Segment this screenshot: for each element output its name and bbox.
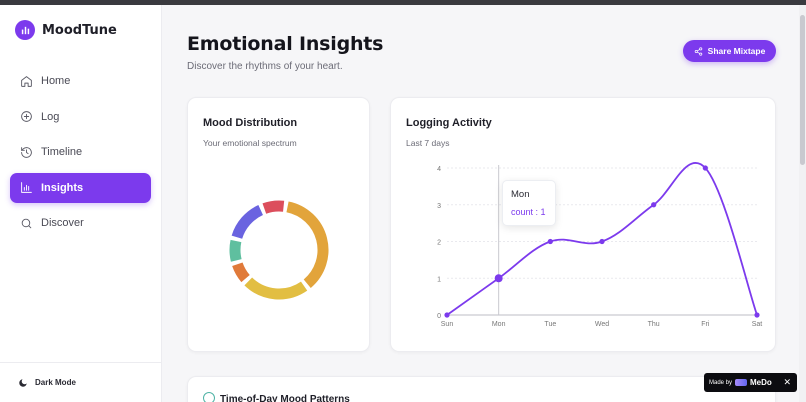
data-point [494, 274, 503, 283]
donut-slice [262, 200, 285, 214]
dark-mode-toggle[interactable]: Dark Mode [0, 362, 161, 402]
y-tick-label: 1 [437, 276, 441, 283]
data-point [599, 238, 605, 245]
sidebar-nav: Home Log Timeline Insights Discover [10, 66, 151, 244]
share-mixtape-label: Share Mixtape [707, 46, 766, 56]
x-tick-label: Fri [701, 321, 710, 328]
data-point [651, 202, 657, 208]
tooltip-label: Mon [511, 189, 530, 200]
sidebar-item-label: Log [41, 110, 60, 123]
history-icon [21, 146, 32, 158]
donut-slice [232, 262, 250, 283]
x-tick-label: Thu [648, 321, 660, 328]
x-tick-label: Tue [544, 321, 556, 328]
page-title: Emotional Insights [187, 33, 384, 55]
x-tick-label: Sat [752, 321, 763, 328]
logging-line-chart[interactable]: 0 1 2 3 4 Sun Mon Tue Wed Thu Fri Sat [391, 98, 777, 353]
brand-logo-icon [15, 20, 35, 40]
donut-slice [229, 239, 242, 262]
page-subtitle: Discover the rhythms of your heart. [187, 61, 343, 72]
made-by-text: Made by [709, 379, 733, 386]
search-icon [21, 218, 32, 228]
x-tick-label: Wed [595, 321, 609, 328]
y-tick-label: 2 [437, 240, 441, 247]
logging-activity-card: Logging Activity Last 7 days 0 1 2 3 4 Sun Mon… [390, 97, 776, 352]
home-icon [21, 75, 32, 87]
card-subtitle: Your emotional spectrum [203, 138, 297, 148]
scrollbar-thumb[interactable] [800, 15, 805, 165]
sidebar-item-insights[interactable]: Insights [10, 172, 151, 203]
card-title: Logging Activity [406, 117, 492, 129]
sidebar: MoodTune Home Log Timeline Insights Disc… [0, 5, 162, 402]
share-icon [694, 46, 702, 56]
time-of-day-card: Time-of-Day Mood Patterns [187, 376, 776, 402]
medo-brand: MeDo [750, 378, 772, 387]
tooltip-value: count : 1 [511, 207, 546, 217]
medo-logo-icon [735, 379, 748, 386]
y-tick-label: 4 [437, 166, 441, 173]
donut-slice [231, 205, 264, 240]
sidebar-item-timeline[interactable]: Timeline [10, 137, 151, 167]
moon-icon [19, 378, 27, 387]
brand[interactable]: MoodTune [15, 20, 117, 40]
sidebar-item-label: Home [41, 75, 71, 87]
data-point [702, 165, 708, 171]
card-title: Mood Distribution [203, 117, 298, 129]
plus-circle-icon [21, 111, 32, 122]
sidebar-item-label: Discover [41, 217, 84, 229]
sidebar-item-log[interactable]: Log [10, 102, 151, 132]
card-title: Time-of-Day Mood Patterns [220, 394, 350, 402]
sidebar-item-label: Timeline [41, 146, 83, 158]
close-icon[interactable]: ✕ [783, 377, 791, 387]
x-tick-label: Sun [441, 321, 454, 328]
y-tick-label: 0 [437, 313, 441, 320]
data-point [444, 312, 450, 318]
scrollbar[interactable] [799, 5, 806, 402]
clock-icon [203, 392, 215, 402]
mood-donut-chart[interactable] [188, 98, 371, 353]
data-point [547, 238, 553, 245]
mood-distribution-card: Mood Distribution Your emotional spectru… [187, 97, 370, 352]
donut-slice [244, 277, 308, 300]
share-mixtape-button[interactable]: Share Mixtape [683, 40, 776, 62]
data-point [754, 312, 760, 318]
bar-chart-icon [21, 182, 32, 193]
x-tick-label: Mon [492, 321, 506, 328]
donut-slice [286, 201, 329, 288]
y-tick-label: 3 [437, 203, 441, 210]
sidebar-item-discover[interactable]: Discover [10, 208, 151, 238]
sidebar-item-label: Insights [41, 181, 84, 194]
brand-name: MoodTune [42, 22, 117, 38]
made-by-medo-badge[interactable]: Made by MeDo ✕ [704, 373, 797, 392]
card-subtitle: Last 7 days [406, 138, 450, 148]
dark-mode-label: Dark Mode [35, 378, 76, 387]
window-top-bar [0, 0, 806, 5]
sidebar-item-home[interactable]: Home [10, 66, 151, 96]
chart-tooltip: Mon count : 1 [502, 180, 556, 226]
